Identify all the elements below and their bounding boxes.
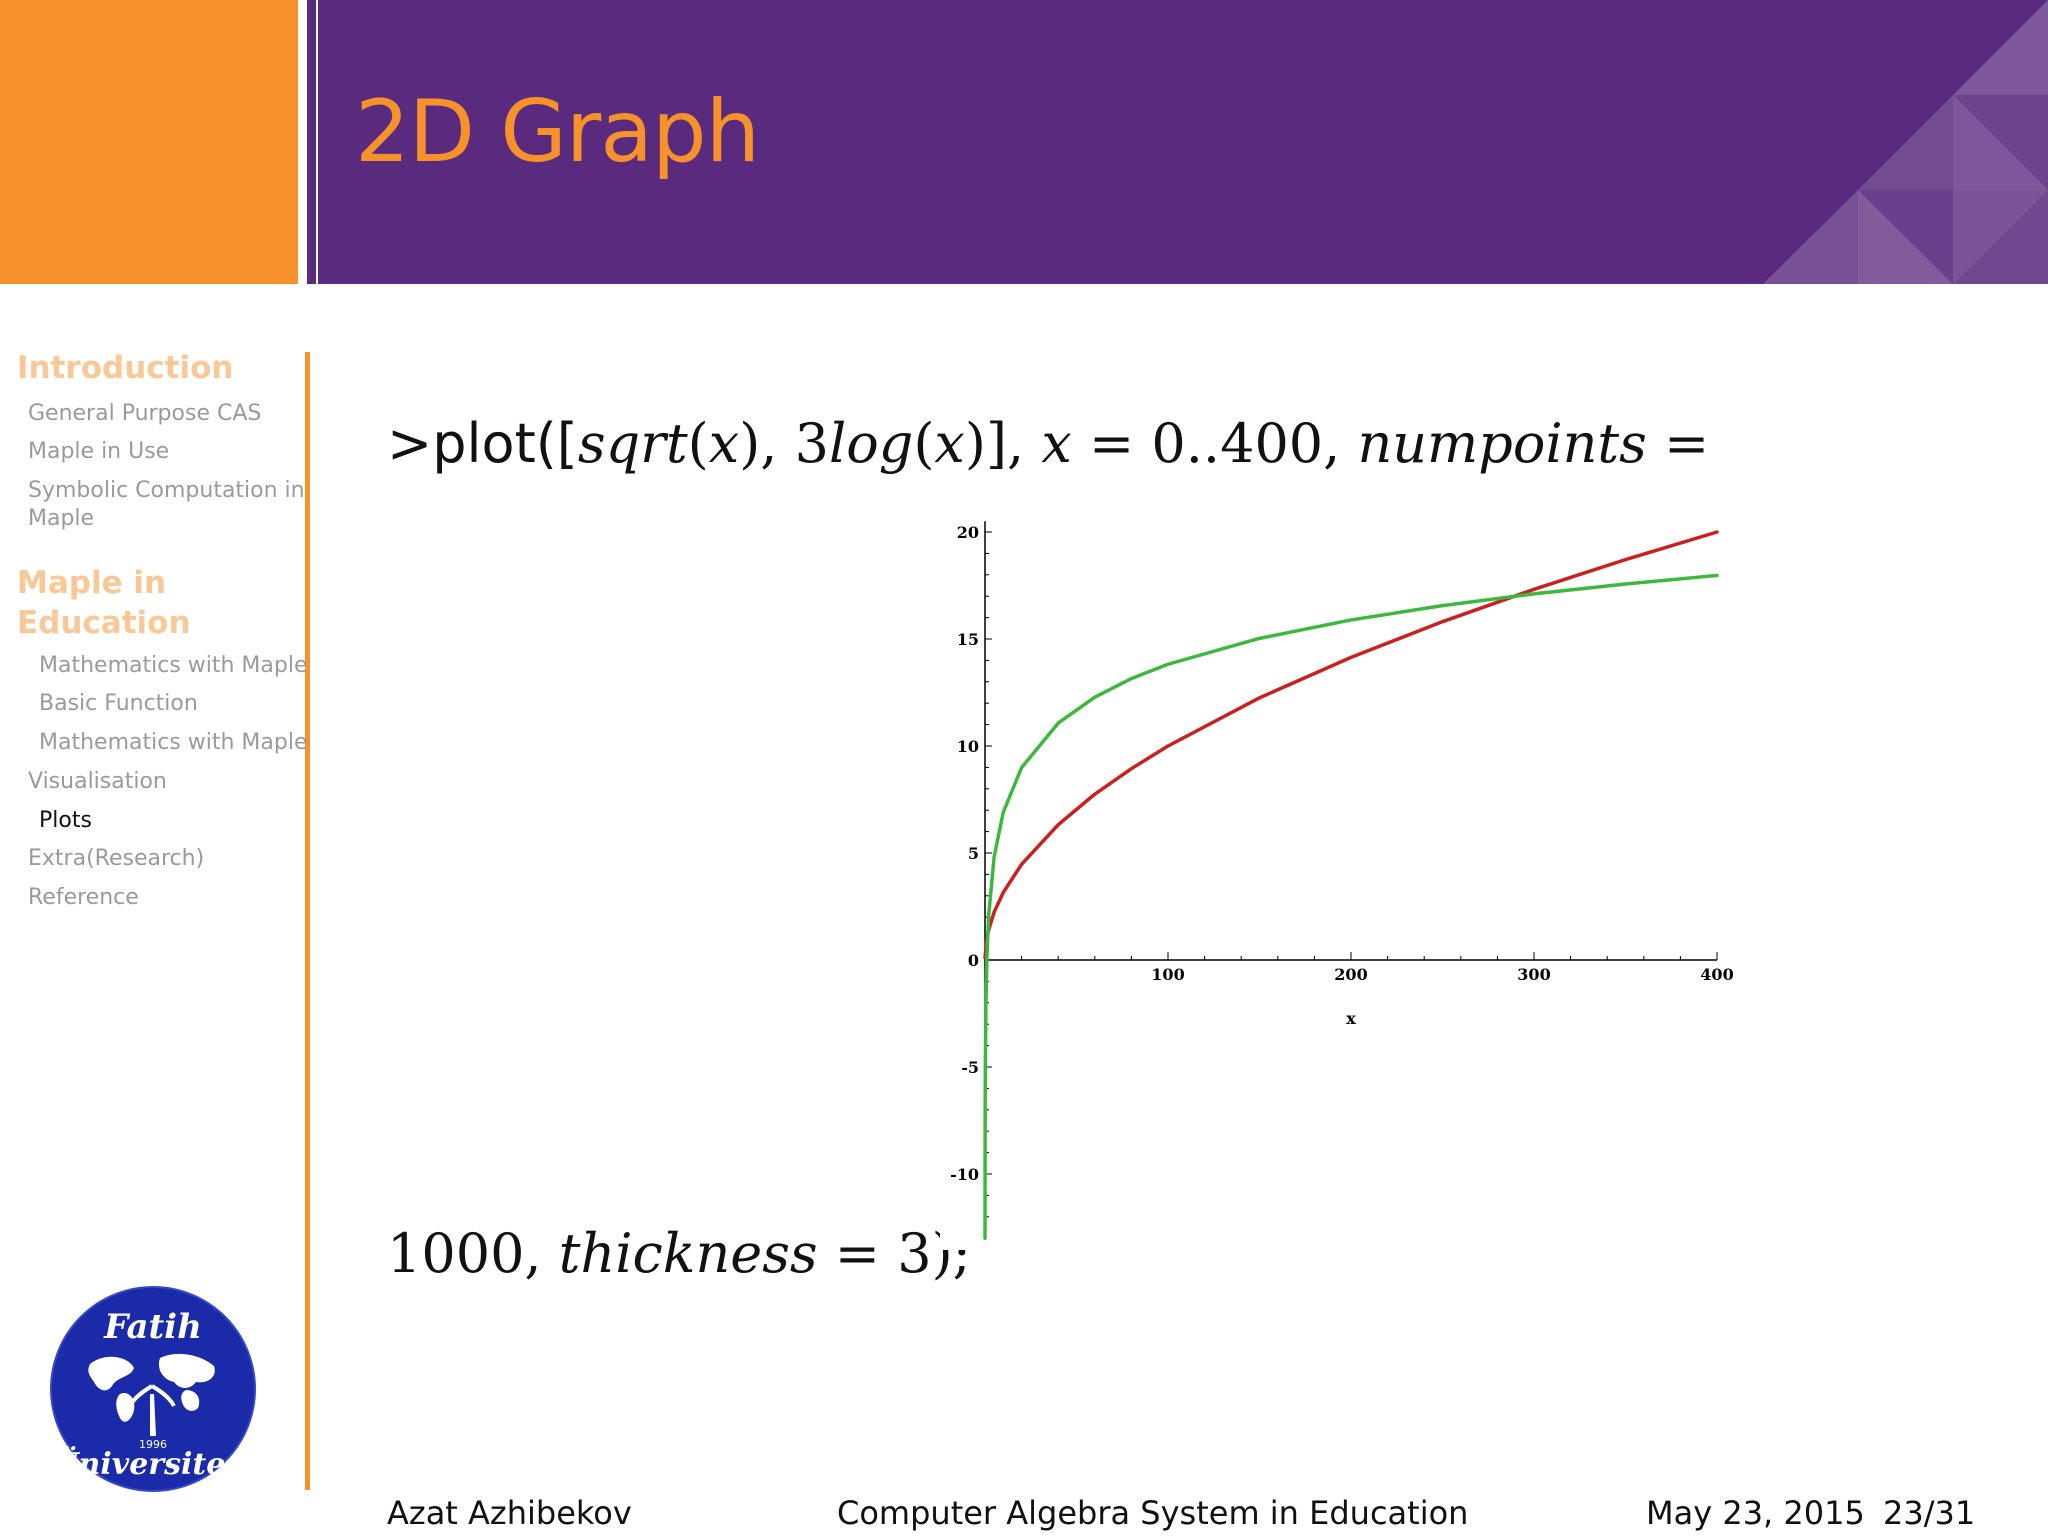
x-axis-label: x [1346, 1009, 1356, 1028]
sidebar-section-label: Education [17, 605, 191, 641]
logo-year: 1996 [139, 1438, 167, 1451]
sidebar-item-symbolic-computation[interactable]: Symbolic Computation in Maple [28, 477, 305, 533]
sidebar-item-mathematics-with-maple-1[interactable]: Mathematics with Maple [39, 653, 308, 678]
cmd-sep: ), 3 [739, 412, 829, 475]
footer-date: May 23, 2015 [1646, 1494, 1865, 1532]
cmd-paren: ( [913, 412, 935, 475]
sidebar-section-introduction[interactable]: Introduction [17, 350, 234, 386]
header-orange-block [0, 0, 298, 284]
y-tick-label: 10 [957, 737, 979, 756]
footer-title: Computer Algebra System in Education [837, 1494, 1469, 1532]
cmd-option-thickness: thickness [558, 1222, 818, 1285]
y-tick-label: 15 [957, 630, 979, 649]
y-tick-label: 20 [957, 523, 979, 542]
x-tick-label: 200 [1334, 965, 1367, 984]
y-tick-label: -10 [950, 1165, 979, 1184]
sidebar-divider [305, 352, 310, 1490]
cmd-sep: )], [964, 412, 1042, 475]
sidebar-item-basic-function[interactable]: Basic Function [39, 691, 198, 716]
header-bar [318, 0, 2048, 284]
cmd-paren: ( [687, 412, 709, 475]
footer-author: Azat Azhibekov [387, 1494, 632, 1532]
sidebar-item-maple-in-use[interactable]: Maple in Use [28, 439, 170, 464]
series-line-1 [983, 573, 1719, 1240]
cmd-range: = 0..400, [1071, 412, 1358, 475]
series-line-0 [983, 530, 1719, 960]
cmd-var: x [934, 412, 965, 475]
y-tick-label: 0 [968, 951, 979, 970]
y-tick-label: -5 [961, 1058, 979, 1077]
plot-command-line-2: 1000, thickness = 3); [387, 1222, 971, 1285]
cmd-func-log: log [828, 412, 914, 475]
sidebar-item-general-purpose-cas[interactable]: General Purpose CAS [28, 401, 262, 426]
header-divider-thin [316, 0, 318, 284]
sidebar-item-mathematics-with-maple-2[interactable]: Mathematics with Maple [39, 730, 308, 755]
sidebar-item-extra-research[interactable]: Extra(Research) [28, 846, 205, 871]
sidebar-item-visualisation[interactable]: Visualisation [28, 769, 167, 794]
cmd-var: x [708, 412, 740, 475]
header-triangle-decoration [1763, 0, 2048, 284]
sidebar-item-plots[interactable]: Plots [39, 808, 92, 833]
cmd-option-numpoints: numpoints [1357, 412, 1647, 475]
x-tick-label: 300 [1517, 965, 1550, 984]
sidebar-item-label: Symbolic Computation in [28, 478, 305, 503]
logo-top-text: Fatih [103, 1307, 202, 1347]
plot-command-line-1: >plot([sqrt(x), 3log(x)], x = 0..400, nu… [387, 412, 1709, 475]
chart-background [940, 500, 1770, 1250]
footer-page-number: 23/31 [1883, 1494, 1976, 1532]
cmd-equals: = [1646, 412, 1710, 475]
slide-title: 2D Graph [355, 82, 760, 182]
sidebar-item-label: Maple [28, 506, 95, 531]
sidebar-item-reference[interactable]: Reference [28, 885, 139, 910]
x-tick-label: 100 [1151, 965, 1184, 984]
cmd-func-sqrt: sqrt [577, 412, 688, 475]
cmd-numpoints-value: 1000, [387, 1222, 559, 1285]
sidebar-section-label: Maple in [17, 565, 167, 601]
sidebar-section-maple-in-education[interactable]: Maple in Education [17, 563, 191, 643]
logo-bottom-text: Üniversitesi [52, 1445, 253, 1482]
university-logo: Fatih 1996 Üniversitesi [50, 1286, 256, 1492]
cmd-prefix: >plot([ [387, 412, 578, 475]
plot-chart: 100 200 300 400 -10 -5 0 5 10 15 20 x [940, 500, 1770, 1250]
x-tick-label: 400 [1700, 965, 1733, 984]
header-divider [298, 0, 307, 284]
cmd-var: x [1041, 412, 1072, 475]
y-tick-label: 5 [968, 844, 979, 863]
header-divider-stripe [307, 0, 316, 284]
